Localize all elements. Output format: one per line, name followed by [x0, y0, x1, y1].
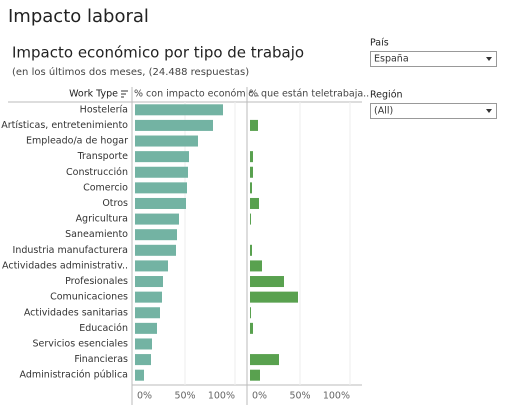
filter-dropdown[interactable] [370, 51, 497, 67]
filter-dropdown[interactable] [370, 103, 497, 119]
bar [135, 322, 157, 334]
x-tick-label: 100% [208, 391, 235, 402]
bar [250, 244, 252, 256]
bar [135, 213, 179, 225]
row-label: Agricultura [76, 214, 128, 225]
bar [135, 291, 162, 303]
bar [135, 104, 223, 116]
dropdown-arrow[interactable] [486, 109, 492, 113]
x-tick-label: 50% [289, 391, 310, 402]
bar [250, 291, 298, 303]
bar [250, 307, 251, 319]
bar [250, 151, 253, 163]
bar [135, 229, 177, 241]
row-label: Comercio [83, 182, 128, 193]
filter-value[interactable]: (All) [374, 106, 393, 117]
bar [250, 182, 252, 194]
row-label: Empleado/a de hogar [26, 136, 128, 147]
chart-note: (en los últimos dos meses, (24.488 respu… [12, 66, 249, 78]
row-label: Comunicaciones [50, 292, 128, 303]
bar [135, 151, 189, 163]
row-label: Hostelería [80, 104, 128, 115]
row-label: Servicios esenciales [33, 338, 129, 349]
bar [250, 213, 251, 225]
bar [250, 276, 284, 288]
bar [135, 369, 144, 381]
sort-icon[interactable] [121, 90, 128, 98]
page-title: Impacto laboral [8, 6, 149, 27]
row-label: Actividades administrativ.. [2, 260, 128, 271]
bar [250, 369, 260, 381]
row-label: Educación [79, 323, 128, 334]
bar [135, 276, 163, 288]
row-label: Administración pública [20, 370, 128, 381]
bar [135, 354, 151, 366]
row-label: Artísticas, entretenimiento [1, 120, 128, 131]
bar [135, 197, 186, 209]
x-tick-label: 100% [323, 391, 350, 402]
row-label: Saneamiento [65, 229, 128, 240]
bar [135, 135, 198, 147]
row-label: Otros [102, 198, 128, 209]
bar [135, 244, 176, 256]
row-label: Actividades sanitarias [24, 307, 128, 318]
dropdown-arrow[interactable] [486, 57, 492, 61]
x-tick-label: 0% [252, 391, 267, 402]
row-label: Transporte [77, 151, 129, 162]
column-header: % con impacto económic.. [134, 89, 260, 100]
row-header: Work Type [69, 89, 118, 100]
bar [135, 338, 152, 350]
chart-subtitle: Impacto económico por tipo de trabajo [12, 44, 304, 62]
row-label: Construcción [66, 167, 128, 178]
bar [250, 197, 259, 209]
bar [250, 354, 279, 366]
bar [135, 166, 188, 178]
filter-value[interactable]: España [374, 54, 409, 65]
row-label: Profesionales [65, 276, 128, 287]
x-tick-label: 50% [174, 391, 195, 402]
row-label: Financieras [74, 354, 128, 365]
filter-label: Región [370, 90, 403, 101]
bar [135, 260, 168, 272]
bar [250, 166, 253, 178]
bar [135, 182, 187, 194]
column-header: % que están teletrabaja.. [249, 89, 369, 100]
bar [250, 322, 253, 334]
filter-label: País [370, 38, 389, 49]
row-label: Industria manufacturera [13, 245, 128, 256]
bar [135, 119, 213, 131]
bar [135, 307, 160, 319]
bar [250, 119, 258, 131]
x-tick-label: 0% [137, 391, 152, 402]
bar [250, 260, 262, 272]
